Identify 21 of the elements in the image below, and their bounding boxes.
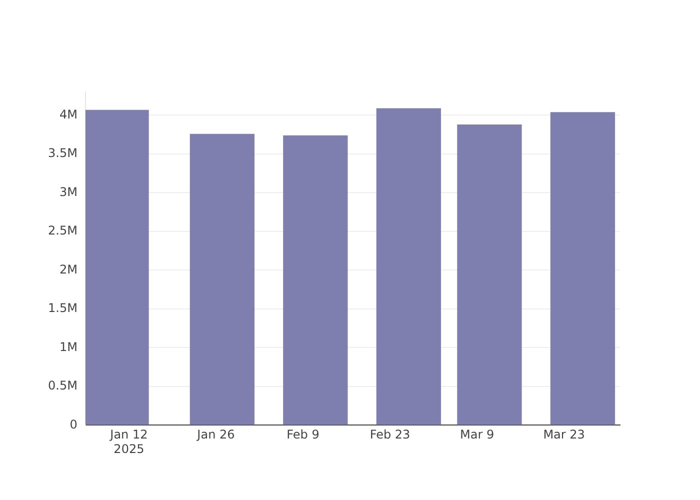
bar [376, 108, 441, 425]
x-tick-label: Jan 26 [196, 428, 235, 442]
x-tick-label: Feb 9 [286, 428, 320, 442]
y-tick-label: 3.5M [48, 146, 78, 160]
bar [457, 124, 522, 425]
bar [550, 112, 616, 425]
x-tick-label: Mar 23 [543, 428, 585, 442]
y-tick-label: 2M [59, 262, 78, 276]
x-tick-label: Jan 12 2025 [109, 428, 148, 456]
x-tick-label: Feb 23 [370, 428, 410, 442]
y-tick-label: 4M [59, 107, 78, 122]
y-tick-label: 1M [59, 340, 78, 354]
y-tick-label: 0.5M [48, 378, 78, 393]
y-tick-label: 1.5M [48, 301, 78, 316]
y-tick-label: 3M [59, 184, 78, 199]
x-tick-label: Mar 9 [460, 428, 494, 442]
bar [283, 135, 348, 425]
y-tick-label: 0 [70, 417, 78, 432]
y-tick-label: 2.5M [48, 224, 78, 238]
bar [85, 110, 149, 425]
bar [190, 134, 255, 425]
